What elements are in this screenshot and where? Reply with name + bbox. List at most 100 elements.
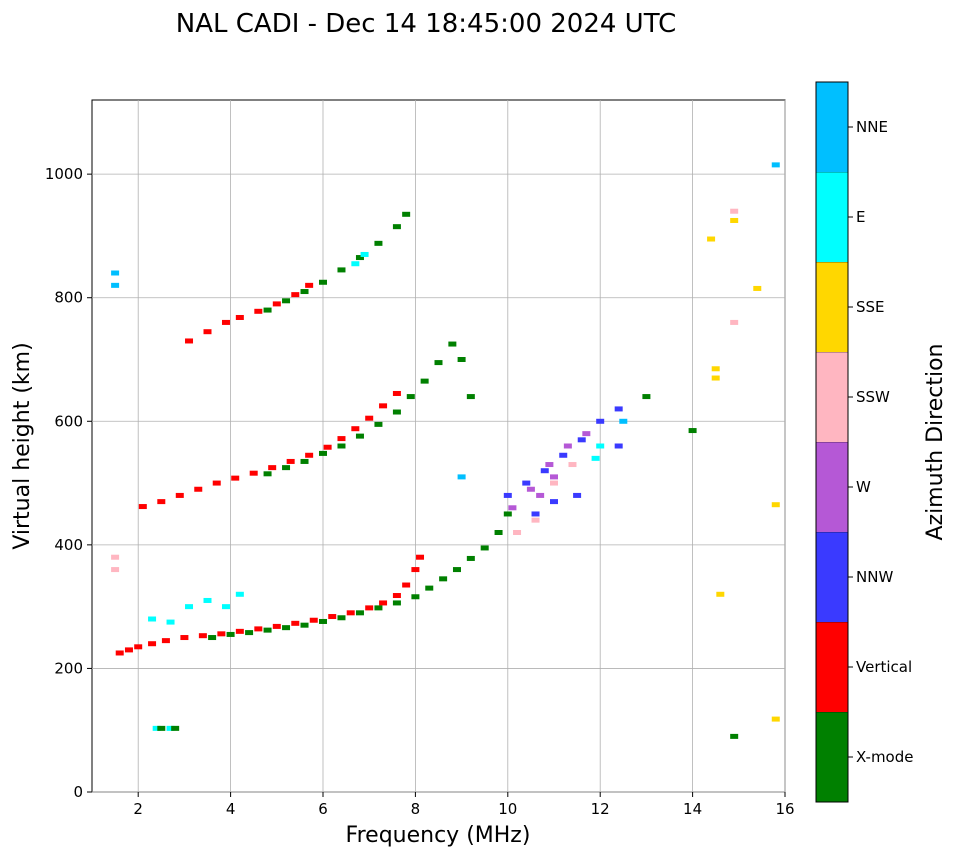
echo-point [531,511,540,517]
y-tick-label: 400 [54,536,83,554]
y-axis-label: Virtual height (km) [10,342,35,549]
echo-point [319,618,327,624]
echo-point [416,554,425,560]
echo-point [711,366,720,372]
echo-point [254,626,263,632]
echo-point [582,431,591,437]
echo-point [166,619,175,625]
echo-point [591,455,600,461]
echo-point [360,251,369,257]
y-tick-label: 200 [54,659,83,677]
echo-point [457,474,466,480]
echo-point [134,644,143,650]
echo-point [503,511,512,517]
echo-point [235,591,244,597]
echo-point [152,725,161,731]
echo-point [351,261,360,267]
echo-point [300,289,309,295]
echo-point [402,211,411,217]
echo-point [198,633,207,639]
series-x-mode [263,211,411,313]
colorbar-segment [816,262,848,352]
echo-point [166,725,175,731]
echo-point [124,647,133,653]
echo-point [392,593,401,599]
echo-point [337,436,346,442]
echo-point [203,597,212,603]
echo-point [319,279,327,285]
echo-point [466,555,475,561]
series-x-mode [208,511,512,641]
echo-point [231,475,240,481]
x-tick-label: 10 [498,800,517,818]
echo-point [185,338,194,344]
colorbar-tick-label: NNW [856,568,893,586]
echo-point [300,458,309,464]
echo-point [221,319,230,325]
echo-point [411,567,420,573]
echo-point [300,622,309,628]
colorbar-segment [816,352,848,442]
echo-point [545,462,554,468]
echo-point [374,240,383,246]
echo-point [272,623,281,629]
echo-point [305,282,314,288]
colorbar-tick-label: X-mode [856,748,913,766]
echo-point [402,582,411,588]
series-x-mode [157,357,739,739]
echo-point [351,426,360,432]
echo-point [194,486,203,492]
echo-point [508,505,517,511]
echo-point [577,437,586,443]
echo-point [614,443,623,449]
echo-point [392,390,401,396]
echo-point [513,530,522,535]
echo-point [138,504,147,510]
echo-point [245,630,254,636]
series-nnw [503,406,623,517]
series-ssw [111,208,739,573]
echo-point [157,725,166,731]
colorbar: X-mode Vertical NNW W SSW SSE E NNE [815,81,913,803]
echo-point [221,604,230,610]
echo-point [309,617,318,623]
echo-point [730,733,739,739]
echo-point [730,217,739,223]
echo-point [688,428,697,434]
echo-point [448,341,457,347]
colorbar-tick-label: E [856,208,865,226]
echo-point [503,492,512,498]
echo-point [374,605,383,611]
echo-point [268,465,277,471]
echo-point [365,605,374,611]
echo-point [157,499,166,505]
colorbar-segment [816,622,848,712]
echo-point [614,406,623,412]
echo-point [642,394,651,400]
echo-point [282,465,291,471]
echo-point [249,470,258,476]
echo-point [568,462,577,468]
echo-point [392,224,401,230]
echo-point [346,610,355,616]
echo-point [522,480,531,486]
echo-point [185,604,194,610]
echo-point [730,208,739,214]
series-w [508,431,591,511]
echo-point [208,635,217,641]
colorbar-label: Azimuth Direction [923,343,948,540]
echo-point [596,418,605,424]
echo-point [374,421,383,427]
echo-point [282,298,291,304]
y-tick-label: 1000 [45,165,83,183]
echo-point [161,638,170,644]
y-tick-label: 600 [54,412,83,430]
echo-point [355,610,364,616]
echo-point [771,502,780,508]
x-tick-label: 12 [591,800,610,818]
echo-point [337,443,346,449]
echo-point [111,270,120,276]
x-tick-label: 8 [411,800,421,818]
echo-point [439,576,448,582]
echo-point [263,471,272,477]
